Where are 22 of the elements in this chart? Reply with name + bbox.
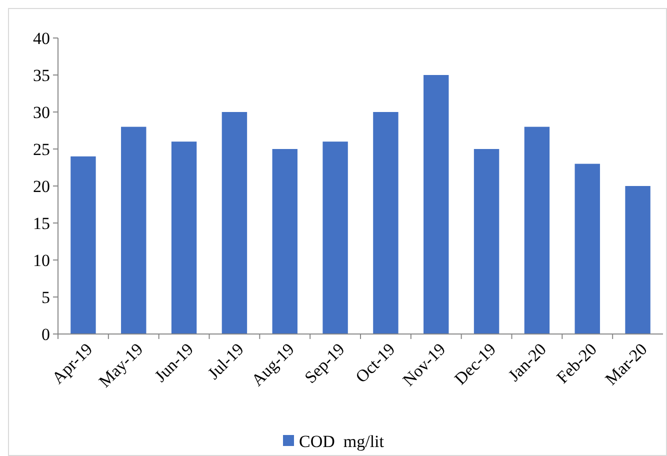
y-tick-label: 25 <box>33 140 50 159</box>
bar <box>625 186 650 334</box>
y-tick-label: 10 <box>33 250 50 270</box>
bar <box>424 75 449 334</box>
bar <box>322 142 348 334</box>
y-tick-label: 0 <box>42 324 50 344</box>
bar <box>70 156 96 334</box>
y-tick-label: 15 <box>33 214 50 233</box>
y-tick-label: 20 <box>33 176 50 196</box>
bar <box>474 149 500 334</box>
bar <box>121 126 146 334</box>
y-tick-label: 40 <box>33 28 50 48</box>
bar <box>222 112 248 334</box>
bar <box>272 149 298 334</box>
y-tick-label: 35 <box>33 66 50 85</box>
y-tick-label: 5 <box>42 288 50 307</box>
bar <box>171 142 197 334</box>
bar <box>574 164 600 334</box>
bar <box>524 126 550 334</box>
bar <box>373 112 398 334</box>
y-tick-label: 30 <box>33 102 50 122</box>
legend-label: COD mg/lit <box>299 432 384 451</box>
